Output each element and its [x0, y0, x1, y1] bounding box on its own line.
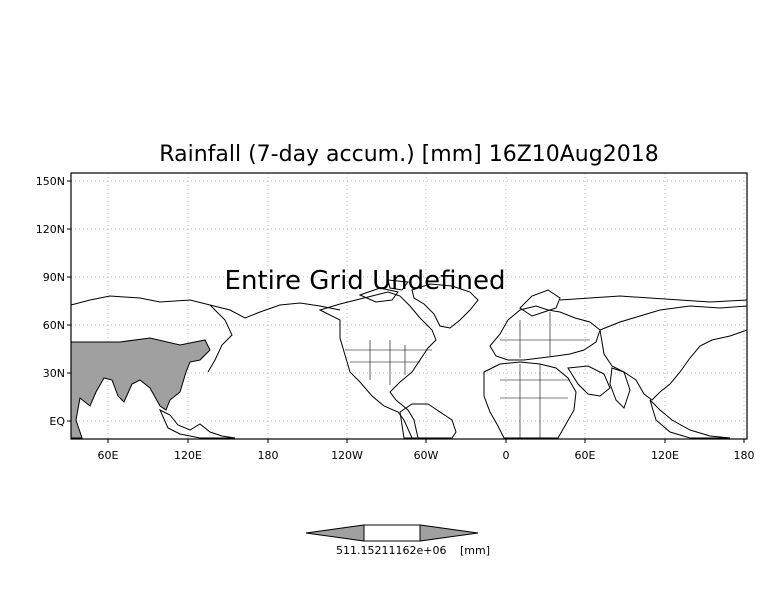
y-axis: 150N 120N 90N 60N 30N EQ: [36, 175, 71, 428]
colorbar-middle-box: [363, 524, 421, 542]
russia-far-east: [207, 304, 233, 373]
x-tick-label: 0: [503, 449, 510, 462]
x-tick-label: 120E: [174, 449, 202, 462]
chart-title: Rainfall (7-day accum.) [mm] 16Z10Aug201…: [159, 142, 658, 167]
x-tick-label: 120E: [651, 449, 679, 462]
x-tick-label: 180: [258, 449, 279, 462]
undefined-grid-message: Entire Grid Undefined: [225, 266, 506, 296]
x-tick-label: 120W: [331, 449, 363, 462]
canadian-archipelago: [358, 279, 409, 303]
scandinavia: [519, 289, 561, 317]
x-tick-label: 60E: [575, 449, 596, 462]
se-asia-right: [649, 399, 731, 439]
plot-background: [71, 173, 747, 439]
colorbar-left-triangle: [305, 524, 365, 542]
y-tick-label: EQ: [49, 415, 65, 428]
y-tick-label: 30N: [43, 367, 65, 380]
north-america: [318, 291, 437, 439]
africa: [483, 361, 577, 439]
europe-borders: [500, 312, 590, 358]
asia-right: [599, 305, 748, 401]
colorbar: 511.15211162e+06 [mm]: [305, 524, 490, 557]
arabia: [567, 365, 611, 397]
arctic-coast-asia-left: [70, 295, 341, 319]
y-tick-label: 150N: [36, 175, 65, 188]
arctic-coast-right: [559, 295, 748, 303]
se-asia-islands: [158, 408, 236, 439]
colorbar-value-label: 511.15211162e+06: [336, 544, 446, 557]
y-tick-label: 90N: [43, 271, 65, 284]
x-axis: 60E 120E 180 120W 60W 0 60E 120E 180: [98, 439, 755, 462]
map-plot-area: Entire Grid Undefined: [70, 172, 748, 440]
y-tick-label: 60N: [43, 319, 65, 332]
coastlines: [70, 279, 748, 439]
political-boundaries: [345, 312, 590, 438]
x-tick-label: 60E: [98, 449, 119, 462]
colorbar-unit-label: [mm]: [460, 544, 490, 557]
plot-frame: [70, 172, 748, 440]
x-tick-label: 60W: [414, 449, 439, 462]
y-tick-label: 120N: [36, 223, 65, 236]
india-right: [609, 367, 631, 409]
x-tick-label: 180: [734, 449, 755, 462]
africa-borders: [500, 364, 570, 438]
us-state-lines: [345, 340, 432, 385]
asia-shaded-region: [70, 337, 211, 439]
south-america: [399, 403, 457, 439]
greenland: [411, 283, 479, 329]
colorbar-right-triangle: [419, 524, 479, 542]
